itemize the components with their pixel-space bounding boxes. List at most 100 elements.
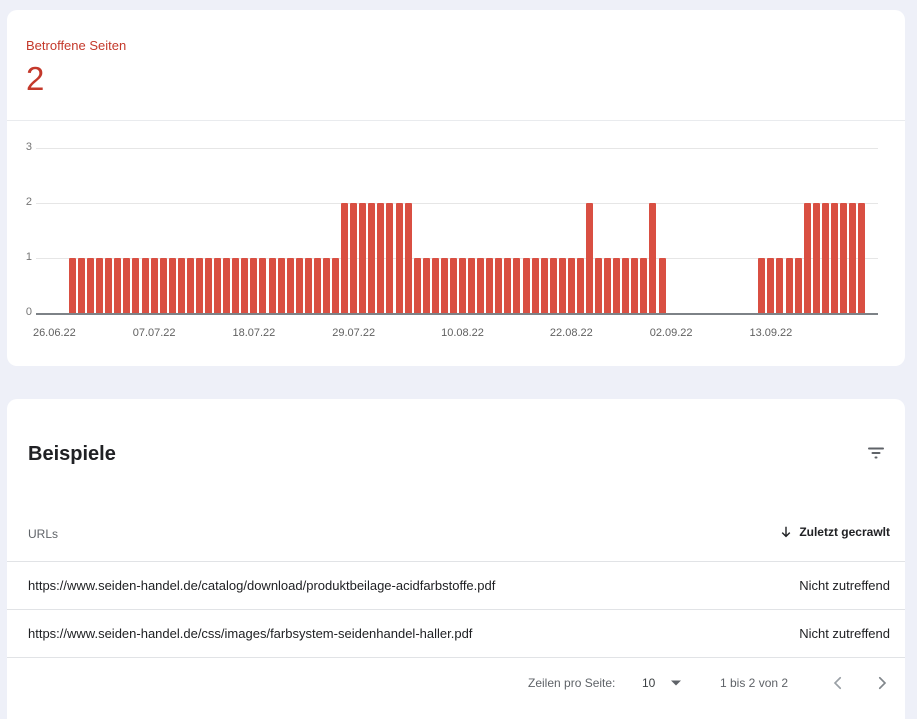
row-url[interactable]: https://www.seiden-handel.de/catalog/dow… (28, 578, 496, 593)
chart-bar[interactable] (413, 258, 421, 313)
chart-bar[interactable] (96, 258, 104, 313)
chart-bar[interactable] (78, 258, 86, 313)
chart-bar[interactable] (168, 258, 176, 313)
chart-bar[interactable] (177, 258, 185, 313)
chart-bar[interactable] (622, 258, 630, 313)
chart-bar[interactable] (377, 203, 385, 313)
chart-bar[interactable] (223, 258, 231, 313)
chart-bar[interactable] (794, 258, 802, 313)
chart-bar[interactable] (341, 203, 349, 313)
x-axis-tick-label: 18.07.22 (232, 327, 276, 339)
chart-bar[interactable] (350, 203, 358, 313)
chart-bar[interactable] (87, 258, 95, 313)
chart-bar[interactable] (259, 258, 267, 313)
chart-bar[interactable] (332, 258, 340, 313)
chart-bar[interactable] (613, 258, 621, 313)
chart-bar[interactable] (123, 258, 131, 313)
chart-bar[interactable] (459, 258, 466, 313)
chart-bar[interactable] (404, 203, 412, 313)
chart-bar[interactable] (776, 258, 784, 313)
chart-bar[interactable] (431, 258, 439, 313)
card-divider (7, 120, 905, 121)
y-tick-label: 2 (25, 196, 32, 208)
chart-bar[interactable] (595, 258, 603, 313)
chart-bar[interactable] (304, 258, 312, 313)
chart-bar[interactable] (214, 258, 222, 313)
chart-bar[interactable] (585, 203, 593, 313)
arrow-downward-icon (782, 526, 791, 538)
chart-bar[interactable] (69, 258, 76, 313)
next-page-button[interactable] (873, 674, 891, 692)
chart-bar[interactable] (440, 258, 448, 313)
chart-bar[interactable] (449, 258, 457, 313)
chart-bar[interactable] (277, 258, 285, 313)
chart-bar[interactable] (159, 258, 167, 313)
chart-bar[interactable] (558, 258, 566, 313)
chart-bar[interactable] (513, 258, 521, 313)
impressions-chart: 3 2 1 0 26.06.22 07.07.22 18.07.22 29.07.22… (7, 120, 905, 366)
chart-bar[interactable] (241, 258, 249, 313)
chart-bar[interactable] (649, 203, 657, 313)
chart-bar[interactable] (386, 203, 394, 313)
chart-bar[interactable] (368, 203, 376, 313)
pagination-bar: Zeilen pro Seite: 10 1 bis 2 von 2 (7, 663, 905, 703)
chart-bar[interactable] (322, 258, 330, 313)
filter-button[interactable] (866, 443, 886, 463)
chevron-left-icon (833, 676, 842, 690)
chart-bar[interactable] (268, 258, 276, 313)
chart-bar[interactable] (830, 203, 838, 313)
chart-bar[interactable] (576, 258, 584, 313)
x-axis-tick-label: 07.07.22 (132, 327, 176, 339)
chart-bar[interactable] (531, 258, 539, 313)
rows-per-page-select[interactable]: 10 (642, 676, 656, 690)
chart-bar[interactable] (486, 258, 494, 313)
chart-bar[interactable] (803, 203, 811, 313)
chart-bar[interactable] (295, 258, 303, 313)
filter-list-icon (868, 447, 884, 459)
chart-bar[interactable] (767, 258, 775, 313)
chart-bar[interactable] (150, 258, 158, 313)
chart-bar[interactable] (839, 203, 847, 313)
table-row[interactable]: https://www.seiden-handel.de/css/images/… (7, 610, 905, 657)
row-url[interactable]: https://www.seiden-handel.de/css/images/… (28, 626, 473, 641)
chart-bar[interactable] (785, 258, 793, 313)
chart-bar[interactable] (114, 258, 122, 313)
chart-bar[interactable] (758, 258, 766, 313)
table-divider (7, 561, 905, 562)
chart-bar[interactable] (604, 258, 612, 313)
column-header-last-crawled[interactable]: Zuletzt gecrawlt (779, 525, 890, 539)
chart-bar[interactable] (250, 258, 258, 313)
chart-bar[interactable] (858, 203, 866, 313)
chart-bar[interactable] (286, 258, 294, 313)
chart-bar[interactable] (359, 203, 367, 313)
chart-bar[interactable] (422, 258, 430, 313)
chart-bar[interactable] (495, 258, 503, 313)
chart-bar[interactable] (141, 258, 149, 313)
chart-bar[interactable] (205, 258, 213, 313)
chart-bar[interactable] (631, 258, 639, 313)
chart-bar[interactable] (186, 258, 194, 313)
chart-bar[interactable] (540, 258, 548, 313)
chart-bar[interactable] (132, 258, 140, 313)
chart-bar[interactable] (468, 258, 476, 313)
chart-bar[interactable] (567, 258, 575, 313)
dropdown-caret-icon[interactable] (671, 680, 681, 686)
chart-bar[interactable] (504, 258, 512, 313)
chart-bar[interactable] (821, 203, 829, 313)
chart-bar[interactable] (395, 203, 403, 313)
chart-bar[interactable] (105, 258, 113, 313)
chart-bar[interactable] (549, 258, 557, 313)
chart-bar[interactable] (477, 258, 485, 313)
chart-bar[interactable] (232, 258, 240, 313)
previous-page-button[interactable] (829, 674, 847, 692)
chart-bar[interactable] (640, 258, 648, 313)
chart-bar[interactable] (195, 258, 203, 313)
chart-bar[interactable] (812, 203, 820, 313)
chart-bar[interactable] (313, 258, 321, 313)
y-tick-label: 3 (25, 141, 32, 153)
chart-bar[interactable] (849, 203, 857, 313)
rows-per-page-label: Zeilen pro Seite: (528, 676, 616, 690)
table-row[interactable]: https://www.seiden-handel.de/catalog/dow… (7, 562, 905, 609)
chart-bar[interactable] (658, 258, 666, 313)
chart-bar[interactable] (522, 258, 530, 313)
